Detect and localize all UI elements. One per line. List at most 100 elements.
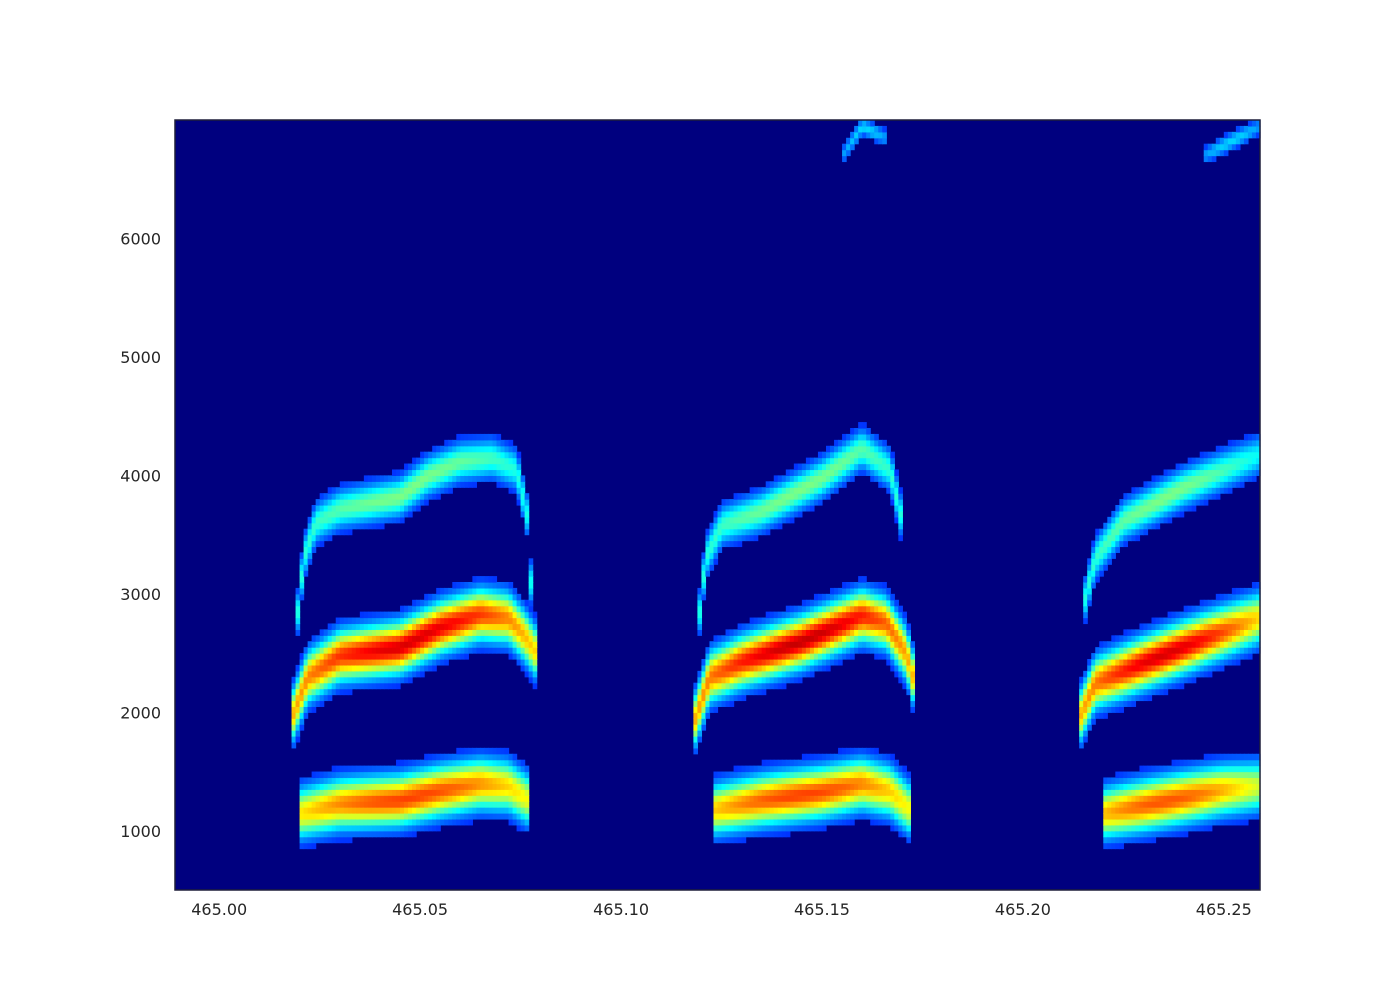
heatmap-cell xyxy=(809,807,815,814)
heatmap-cell xyxy=(1215,137,1221,145)
heatmap-cell xyxy=(367,676,373,684)
heatmap-cell xyxy=(375,653,381,660)
heatmap-cell xyxy=(404,771,409,779)
heatmap-cell xyxy=(805,635,811,642)
heatmap-cell xyxy=(1183,605,1189,613)
heatmap-cell xyxy=(1135,795,1141,802)
heatmap-cell xyxy=(882,439,887,447)
heatmap-cell xyxy=(379,789,385,796)
heatmap-cell xyxy=(408,493,413,500)
heatmap-cell xyxy=(468,582,473,589)
heatmap-cell xyxy=(375,664,381,672)
heatmap-cell xyxy=(387,623,393,630)
heatmap-cell xyxy=(448,818,453,826)
heatmap-cell xyxy=(1175,801,1181,808)
heatmap-cell xyxy=(1187,617,1193,625)
heatmap-cell xyxy=(737,493,743,500)
heatmap-cell xyxy=(1195,629,1201,636)
heatmap-cell xyxy=(773,653,779,660)
heatmap-cell xyxy=(516,499,522,506)
heatmap-cell xyxy=(1187,605,1193,613)
heatmap-cell xyxy=(697,670,703,678)
heatmap-cell xyxy=(1191,670,1197,678)
heatmap-cell xyxy=(894,759,899,767)
heatmap-cell xyxy=(729,516,735,524)
heatmap-cell xyxy=(725,813,731,820)
heatmap-cell xyxy=(834,795,839,802)
heatmap-cell xyxy=(1115,516,1120,524)
heatmap-cell xyxy=(717,540,723,548)
heatmap-cell xyxy=(339,682,345,690)
heatmap-cell xyxy=(396,505,401,512)
heatmap-cell xyxy=(898,765,903,773)
heatmap-cell xyxy=(468,777,473,784)
heatmap-cell xyxy=(898,818,903,826)
heatmap-cell xyxy=(387,824,393,832)
heatmap-cell xyxy=(452,807,457,814)
heatmap-cell xyxy=(777,659,783,666)
heatmap-cell xyxy=(488,433,494,441)
heatmap-cell xyxy=(1171,801,1177,808)
heatmap-cell xyxy=(1151,659,1157,666)
heatmap-cell xyxy=(460,582,465,589)
heatmap-cell xyxy=(1171,481,1177,488)
heatmap-cell xyxy=(1199,599,1205,607)
heatmap-cell xyxy=(701,706,707,713)
heatmap-cell xyxy=(488,753,494,761)
heatmap-cell xyxy=(436,824,441,832)
heatmap-cell xyxy=(1191,623,1197,630)
heatmap-cell xyxy=(854,445,859,453)
heatmap-cell xyxy=(1187,475,1193,482)
heatmap-cell xyxy=(769,789,775,796)
heatmap-cell xyxy=(484,795,490,802)
heatmap-cell xyxy=(476,635,482,642)
heatmap-cell xyxy=(335,676,341,684)
heatmap-cell xyxy=(729,783,735,790)
heatmap-cell xyxy=(846,433,851,441)
heatmap-cell xyxy=(468,623,473,630)
heatmap-cell xyxy=(805,653,811,660)
heatmap-cell xyxy=(291,724,297,731)
heatmap-cell xyxy=(1091,546,1096,553)
heatmap-cell xyxy=(484,445,490,453)
heatmap-cell xyxy=(826,641,831,648)
heatmap-cell xyxy=(1131,505,1137,512)
heatmap-cell xyxy=(456,765,461,773)
heatmap-cell xyxy=(504,445,510,453)
heatmap-cell xyxy=(813,605,819,613)
heatmap-cell xyxy=(713,676,719,684)
heatmap-cell xyxy=(371,830,377,838)
heatmap-cell xyxy=(412,653,417,660)
heatmap-cell xyxy=(500,759,506,767)
heatmap-cell xyxy=(721,813,727,820)
heatmap-cell xyxy=(456,813,461,820)
heatmap-cell xyxy=(866,747,871,755)
heatmap-cell xyxy=(428,475,433,482)
heatmap-cell xyxy=(1115,771,1120,779)
heatmap-cell xyxy=(737,694,743,702)
heatmap-cell xyxy=(890,469,895,476)
heatmap-cell xyxy=(1227,659,1233,666)
heatmap-cell xyxy=(440,599,445,607)
heatmap-cell xyxy=(492,445,498,453)
heatmap-cell xyxy=(817,593,823,601)
heatmap-cell xyxy=(375,499,381,506)
heatmap-cell xyxy=(846,439,851,447)
heatmap-cell xyxy=(1103,801,1108,808)
heatmap-cell xyxy=(1115,641,1120,648)
heatmap-cell xyxy=(520,777,526,784)
heatmap-cell xyxy=(416,653,421,660)
heatmap-cell xyxy=(753,682,759,690)
heatmap-cell xyxy=(773,801,779,808)
heatmap-cell xyxy=(1183,493,1189,500)
heatmap-cell xyxy=(1111,706,1116,713)
heatmap-cell xyxy=(492,777,498,784)
heatmap-cell xyxy=(830,457,835,465)
heatmap-cell xyxy=(347,664,353,672)
heatmap-cell xyxy=(733,670,739,678)
heatmap-cell xyxy=(842,469,847,476)
heatmap-cell xyxy=(749,771,755,779)
heatmap-cell xyxy=(488,771,494,779)
heatmap-cell xyxy=(769,813,775,820)
heatmap-cell xyxy=(363,795,369,802)
